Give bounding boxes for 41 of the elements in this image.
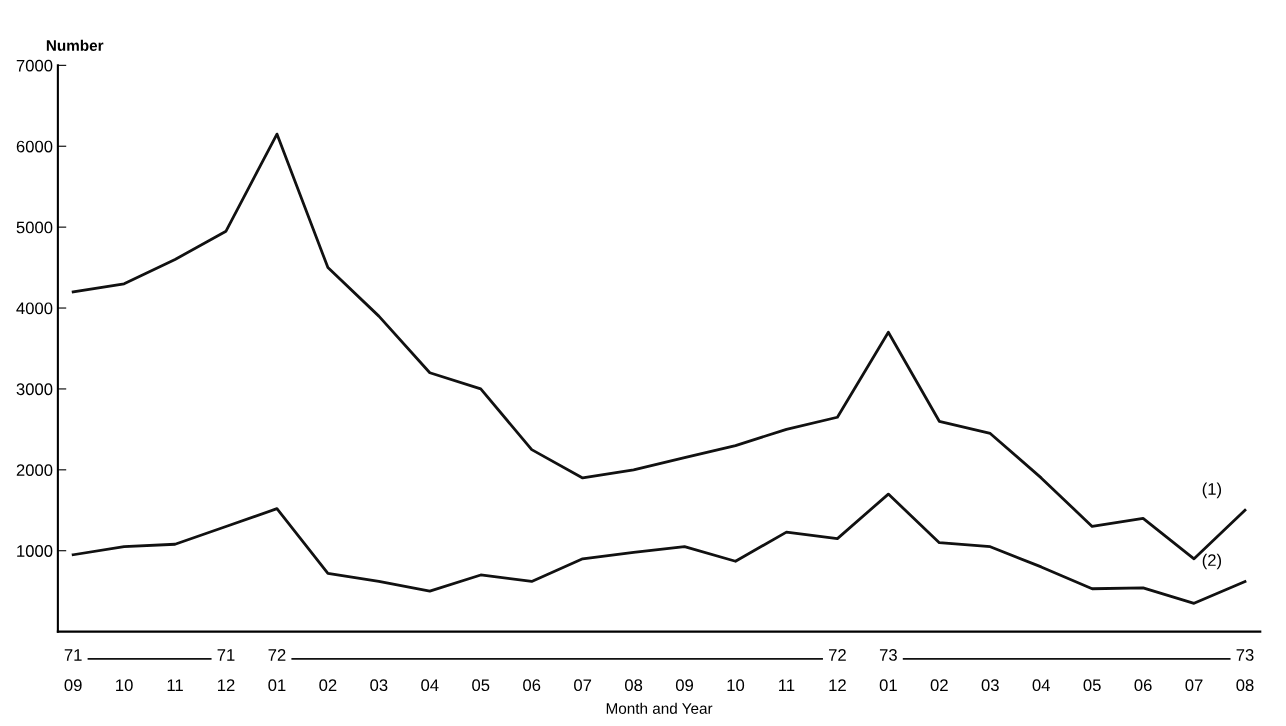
x-tick-label: 10 [727,679,745,692]
text: 71 [64,649,82,661]
x-tick-label: 10 [116,679,133,692]
x-tick-label: 12 [829,679,846,691]
x-tick-label: 09 [675,679,694,692]
x-tick-label: 11 [167,679,183,691]
x-tick-label: 06 [1134,679,1152,692]
x-tick-label: 11 [779,679,795,691]
y-tick-label: 1000 [17,545,53,557]
text: 72 [268,649,286,661]
x-tick-label: 06 [523,679,541,692]
y-tick-label: 6000 [16,140,53,153]
y-tick-label: 5000 [16,221,53,234]
text: 73 [879,649,897,661]
y-tick-label: 4000 [16,302,53,315]
annotation: (2) [1202,553,1222,570]
x-axis-title: Month and Year [606,702,713,714]
y-tick-label: 7000 [16,59,53,72]
x-tick-label: 12 [218,679,235,691]
x-tick-label: 05 [1083,679,1101,692]
text: 71 [217,649,235,661]
x-tick-label: 01 [879,679,897,692]
x-tick-label: 03 [981,679,999,692]
x-tick-label: 08 [624,679,643,692]
annotation: (1) [1202,482,1222,499]
y-tick-label: 2000 [16,464,53,477]
x-tick-label: 01 [268,679,286,692]
x-tick-label: 03 [370,679,388,692]
x-tick-label: 02 [930,679,948,692]
x-tick-label: 02 [319,679,337,692]
x-tick-label: 09 [64,679,82,692]
x-tick-label: 08 [1236,679,1254,692]
text: 72 [828,649,846,661]
x-tick-label: 05 [472,679,490,692]
x-tick-label: 04 [421,679,439,692]
x-tick-label: 04 [1032,679,1050,692]
x-tick-label: 07 [574,679,592,692]
x-tick-label: 07 [1185,679,1203,692]
text: 73 [1236,649,1254,661]
y-axis-title: Number [46,39,104,51]
y-tick-label: 3000 [16,383,53,396]
